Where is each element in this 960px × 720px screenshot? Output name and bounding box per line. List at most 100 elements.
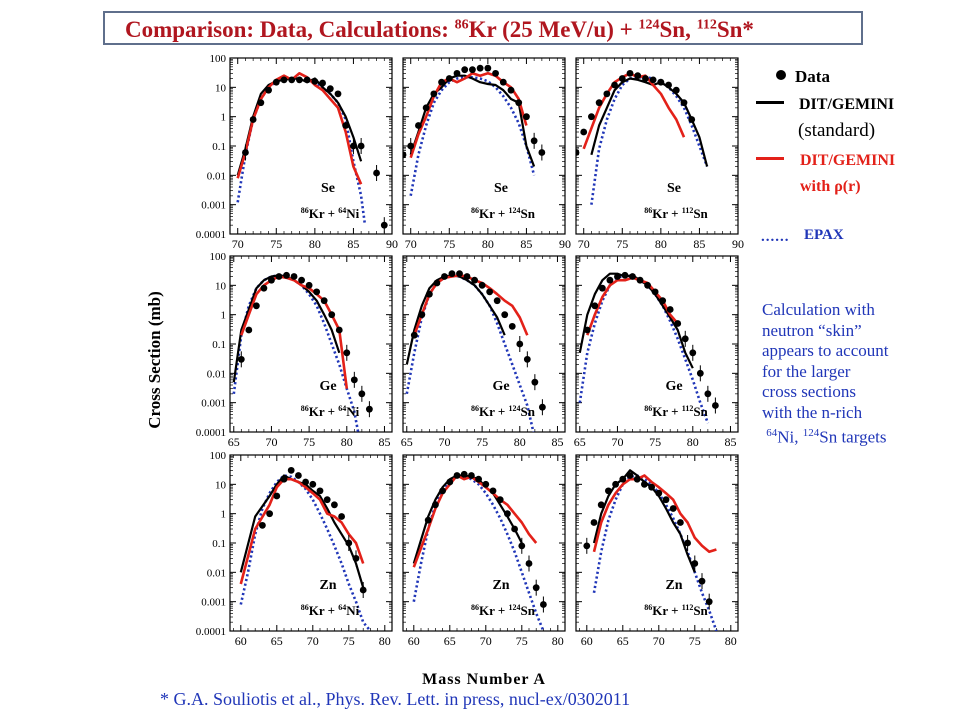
reaction-proj-mass: 86 [471,404,479,413]
data-point [580,128,588,136]
data-point [531,378,539,386]
data-point [634,72,642,80]
note-line: neutron “skin” [762,320,862,340]
reaction-proj: Kr + [479,206,509,221]
data-point [252,302,260,310]
data-point [636,276,644,284]
data-point [260,284,268,292]
chart-panel: 70 75 80 85 90 Se 86Kr + 124Sn [402,57,571,251]
reaction-targ-mass: 64 [338,603,346,612]
y-tick-label: 0.1 [212,141,226,153]
data-point [345,539,353,547]
data-point [463,273,471,280]
data-point [380,221,388,229]
data-point [626,69,634,77]
x-tick-label: 70 [611,435,623,449]
reaction-label: 86Kr + 124Sn [471,404,536,419]
note-line: appears to account [762,341,889,360]
epax-series-line [409,76,536,197]
data-point [288,76,296,84]
reaction-proj: Kr + [309,404,339,419]
x-tick-label: 75 [516,634,528,648]
reaction-targ: Sn [693,603,708,618]
standard-series-line [409,74,536,167]
annotation-note: Calculation with neutron “skin” appears … [762,300,960,448]
x-tick-label: 65 [271,634,283,648]
series-group [576,69,709,205]
data-point [603,90,611,98]
x-tick-label: 80 [309,237,321,251]
reaction-targ-mass: 124 [509,206,521,215]
x-tick-label: 85 [347,237,359,251]
note-line: cross sections [762,382,856,401]
data-point [438,78,445,86]
chart-panel: 65 70 75 80 85 Ge 86Kr + 124Sn [401,255,566,449]
data-point [298,276,305,284]
data-point [492,69,499,77]
data-point [504,510,511,518]
x-tick-label: 80 [482,237,494,251]
data-point [407,142,415,150]
data-point [265,86,272,94]
data-point [280,76,288,84]
data-point [268,276,275,284]
reaction-label: 86Kr + 64Ni [301,603,360,618]
legend-rho-label: DIT/GEMINI [800,152,896,169]
data-point [489,487,497,495]
reaction-proj: Kr + [479,404,509,419]
x-tick-label: 85 [520,237,532,251]
data-point [453,69,461,77]
note-line: for the larger [762,361,851,381]
data-point [287,466,295,474]
data-point [705,598,713,606]
x-tick-label: 65 [401,435,413,449]
reaction-targ-mass: 124 [509,404,521,413]
legend-epax-label: EPAX [804,227,844,243]
data-point [659,297,667,305]
data-point [680,99,688,107]
reaction-proj: Kr + [309,603,339,618]
data-point [422,104,430,112]
data-point [316,487,324,495]
data-point [648,483,655,491]
x-tick-label: 90 [732,237,744,251]
standard-series-line [590,77,709,167]
y-tick-label: 0.0001 [196,229,226,241]
legend-rho-sublabel: with ρ(r) [800,178,861,195]
data-point [612,480,619,488]
data-point [342,122,350,129]
x-tick-label: 80 [379,634,391,648]
rho-series-line [592,474,717,554]
reaction-label: 86Kr + 124Sn [471,603,536,618]
data-point [681,335,689,343]
element-label: Ge [492,379,509,394]
data-point [499,78,507,86]
x-tick-label: 70 [653,634,665,648]
data-point [350,142,357,150]
data-point [272,78,280,86]
page-title: Comparison: Data, Calculations: 86Kr (25… [125,17,754,42]
data-point [696,369,704,377]
rho-series-line [412,474,538,568]
reaction-proj-mass: 86 [471,206,479,215]
legend-data-marker [776,70,786,80]
element-label: Se [494,181,508,196]
data-point [523,355,531,363]
data-point [684,539,691,547]
data-point [641,480,648,488]
data-point [456,270,463,278]
data-point [445,75,453,82]
data-point [538,403,546,411]
data-point [350,376,358,384]
chart-panel: 70 75 80 85 90 Se 86Kr + 112Sn [575,57,744,251]
reaction-targ-mass: 112 [682,603,694,612]
chart-panel: 65 70 75 80 85 Ge 86Kr + 112Sn [574,255,739,449]
x-tick-label: 75 [649,435,661,449]
data-point [597,501,605,509]
data-point [257,99,265,107]
data-point [461,66,469,74]
data-point [425,290,433,298]
data-point [644,281,651,289]
rho-series-line [409,72,528,159]
reaction-targ-mass: 124 [509,603,521,612]
